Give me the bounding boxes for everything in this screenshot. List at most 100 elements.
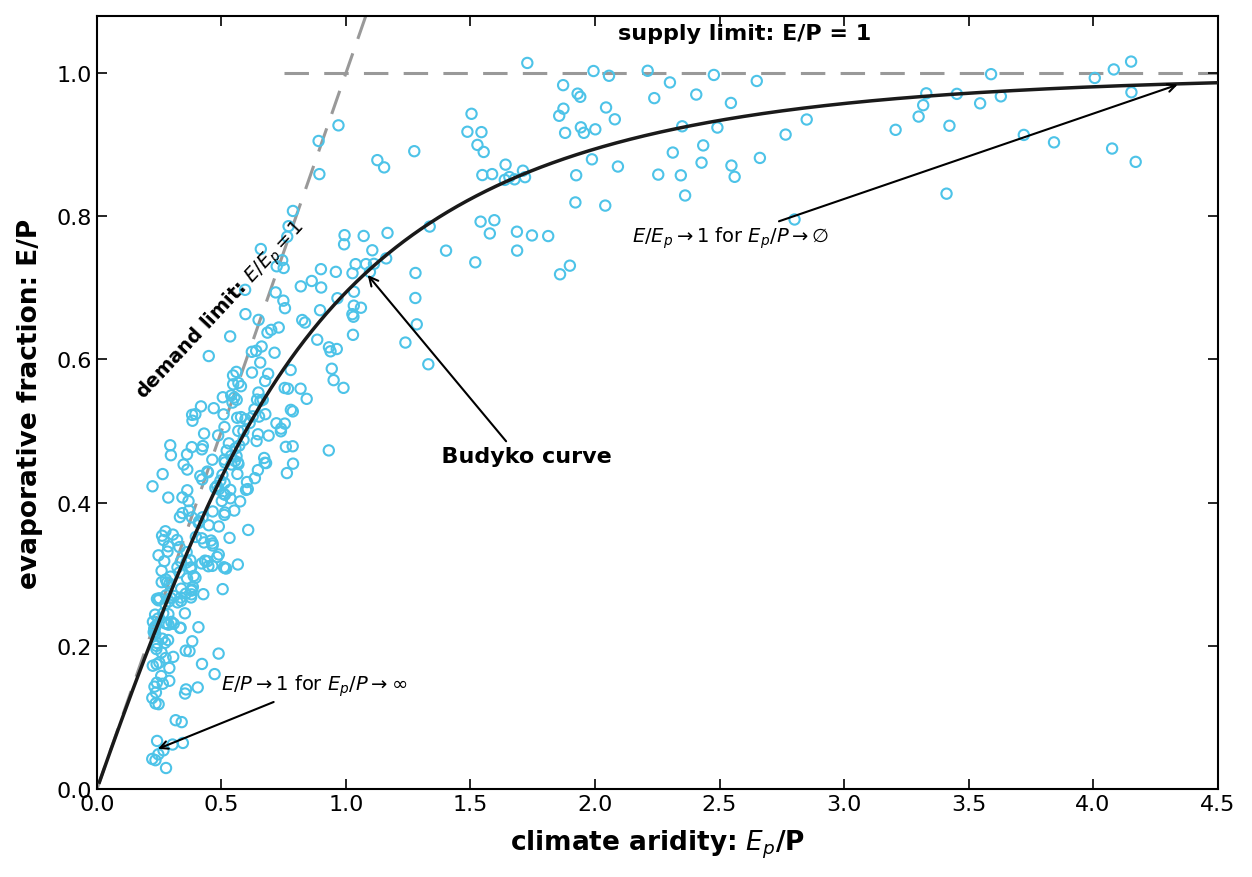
Point: [172, 594, 192, 608]
Point: [159, 577, 179, 591]
Point: [570, 90, 590, 104]
Point: [177, 545, 197, 560]
Point: [162, 615, 182, 629]
Point: [220, 483, 240, 497]
Point: [250, 356, 270, 370]
Point: [725, 171, 745, 185]
Point: [238, 524, 258, 538]
Text: $E/P \rightarrow 1$ for $E_p/P \rightarrow \infty$: $E/P \rightarrow 1$ for $E_p/P \rightarr…: [160, 673, 408, 749]
Point: [507, 225, 527, 239]
Point: [319, 444, 339, 458]
Point: [280, 364, 300, 378]
Point: [283, 204, 303, 218]
Point: [351, 302, 371, 316]
Point: [143, 615, 163, 629]
Point: [180, 553, 200, 567]
Point: [312, 282, 332, 296]
Point: [310, 303, 331, 317]
Point: [418, 358, 438, 372]
Point: [185, 531, 205, 545]
Point: [343, 328, 363, 342]
Point: [193, 439, 213, 453]
Point: [245, 472, 265, 486]
Point: [175, 587, 195, 601]
Point: [307, 333, 327, 347]
Y-axis label: evaporative fraction: E/P: evaporative fraction: E/P: [16, 218, 43, 588]
Point: [209, 647, 229, 661]
Point: [247, 393, 267, 407]
Point: [1122, 86, 1142, 100]
Point: [182, 440, 202, 454]
Point: [223, 396, 243, 410]
Point: [214, 509, 234, 523]
Point: [466, 256, 486, 270]
Point: [149, 656, 169, 670]
Point: [213, 582, 233, 596]
Point: [472, 126, 492, 140]
Point: [253, 393, 273, 407]
Point: [144, 623, 164, 637]
Point: [265, 286, 285, 300]
Point: [153, 677, 173, 691]
Point: [158, 608, 178, 622]
Point: [214, 488, 234, 502]
Point: [209, 482, 229, 496]
Point: [707, 121, 727, 135]
Point: [567, 88, 587, 102]
Point: [159, 618, 179, 632]
Point: [215, 506, 235, 520]
Point: [153, 607, 173, 621]
Point: [229, 439, 249, 453]
Point: [199, 350, 219, 364]
Point: [159, 595, 179, 609]
Point: [990, 90, 1010, 104]
Point: [173, 736, 193, 750]
Point: [182, 560, 202, 574]
Point: [146, 592, 167, 606]
Point: [328, 292, 348, 306]
Point: [155, 524, 175, 538]
Point: [342, 308, 362, 322]
Point: [302, 275, 322, 289]
Point: [223, 369, 243, 383]
Point: [560, 260, 580, 274]
Point: [143, 659, 163, 673]
Point: [319, 341, 339, 355]
Point: [936, 188, 957, 202]
Point: [203, 537, 223, 551]
Point: [947, 88, 967, 102]
Point: [480, 227, 500, 241]
X-axis label: climate aridity: $E_p$/P: climate aridity: $E_p$/P: [510, 828, 805, 860]
Point: [183, 414, 203, 428]
Point: [168, 560, 188, 574]
Point: [167, 533, 187, 547]
Point: [227, 450, 247, 464]
Point: [239, 417, 259, 431]
Point: [145, 696, 165, 710]
Point: [203, 538, 223, 553]
Point: [192, 657, 212, 671]
Point: [199, 518, 219, 532]
Point: [228, 376, 248, 390]
Point: [170, 510, 190, 524]
Point: [258, 326, 278, 340]
Point: [169, 540, 189, 554]
Point: [158, 491, 178, 505]
Point: [970, 97, 990, 111]
Point: [180, 561, 200, 575]
Point: [182, 409, 202, 423]
Point: [238, 482, 258, 496]
Point: [222, 458, 242, 472]
Point: [513, 165, 533, 179]
Point: [566, 196, 586, 210]
Point: [193, 510, 213, 524]
Point: [235, 413, 255, 427]
Point: [250, 395, 270, 409]
Point: [407, 318, 427, 332]
Point: [146, 734, 167, 748]
Point: [143, 752, 163, 766]
Point: [913, 99, 933, 113]
Point: [248, 428, 268, 442]
Point: [274, 261, 294, 275]
Point: [144, 625, 164, 639]
